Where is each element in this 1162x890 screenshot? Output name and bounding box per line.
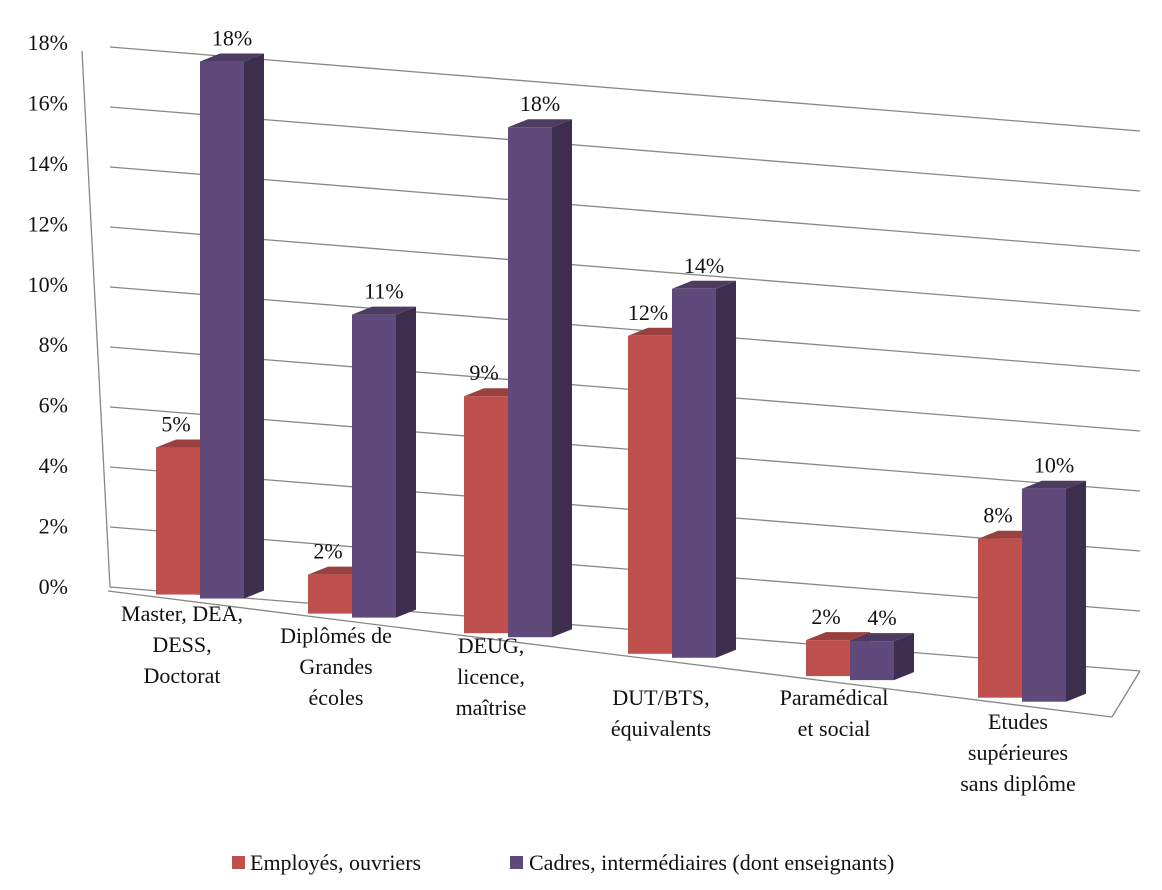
data-label: 11% (364, 279, 404, 304)
gridline (109, 586, 1141, 672)
gridline (109, 226, 1141, 312)
y-tick-label: 4% (39, 453, 68, 478)
y-tick-label: 10% (28, 272, 68, 297)
x-axis-category-labels: Master, DEA, DESS, Doctorat Diplômés de Gran… (121, 601, 1076, 796)
chart-back-wall (81, 46, 1141, 718)
data-label: 9% (469, 360, 498, 385)
data-label: 5% (161, 412, 190, 437)
bar-cadres-2 (508, 119, 572, 638)
y-axis-line (81, 50, 111, 588)
chart-legend: Employés, ouvriers Cadres, intermédiaires… (232, 850, 894, 875)
x-axis-line (107, 590, 1113, 718)
x-category-label: DEUG, licence, maîtrise (456, 633, 527, 720)
bar-cadres-1 (352, 306, 416, 618)
y-tick-label: 6% (39, 393, 68, 418)
legend-swatch (232, 856, 245, 869)
legend-label: Employés, ouvriers (250, 850, 421, 875)
data-label: 18% (520, 91, 560, 116)
x-category-label: Etudes supérieures sans diplôme (960, 709, 1076, 796)
x-category-label: Paramédical et social (780, 685, 889, 741)
y-tick-label: 0% (39, 574, 68, 599)
data-label: 8% (983, 503, 1012, 528)
legend-swatch (510, 856, 523, 869)
legend-item: Employés, ouvriers (232, 850, 421, 875)
bar-cadres-5 (1022, 480, 1086, 702)
legend-item: Cadres, intermédiaires (dont enseignants… (510, 850, 894, 875)
y-tick-label: 18% (28, 30, 68, 55)
gridline (109, 286, 1141, 372)
y-tick-label: 2% (39, 514, 68, 539)
legend-label: Cadres, intermédiaires (dont enseignants… (529, 850, 894, 875)
y-tick-label: 12% (28, 211, 68, 236)
x-category-label: Master, DEA, DESS, Doctorat (121, 601, 243, 688)
chart-bars (156, 53, 1086, 702)
x-category-label: Diplômés de Grandes écoles (280, 623, 392, 710)
gridline (109, 106, 1141, 192)
data-label: 18% (212, 26, 252, 51)
data-label: 10% (1034, 453, 1074, 478)
data-label: 2% (811, 604, 840, 629)
bar-cadres-3 (672, 280, 736, 658)
data-label: 14% (684, 253, 724, 278)
bar-cadres-0 (200, 53, 264, 599)
y-axis-tick-labels: 0% 2% 4% 6% 8% 10% 12% 14% 16% 18% (28, 30, 68, 599)
floor-edge (1111, 670, 1141, 718)
data-label: 2% (313, 539, 342, 564)
gridline (109, 166, 1141, 252)
data-label: 4% (867, 605, 896, 630)
gridline (109, 526, 1141, 612)
x-category-label: DUT/BTS, équivalents (611, 685, 711, 741)
bar-cadres-4 (850, 633, 914, 681)
gridline (109, 346, 1141, 432)
data-labels: 5% 18% 2% 11% 9% 18% 12% 14% 2% 4% 8% 10% (161, 26, 1074, 631)
y-tick-label: 14% (28, 151, 68, 176)
gridline (109, 46, 1141, 132)
y-tick-label: 8% (39, 332, 68, 357)
y-tick-label: 16% (28, 90, 68, 115)
data-label: 12% (628, 300, 668, 325)
gridline (109, 466, 1141, 552)
gridline (109, 406, 1141, 492)
